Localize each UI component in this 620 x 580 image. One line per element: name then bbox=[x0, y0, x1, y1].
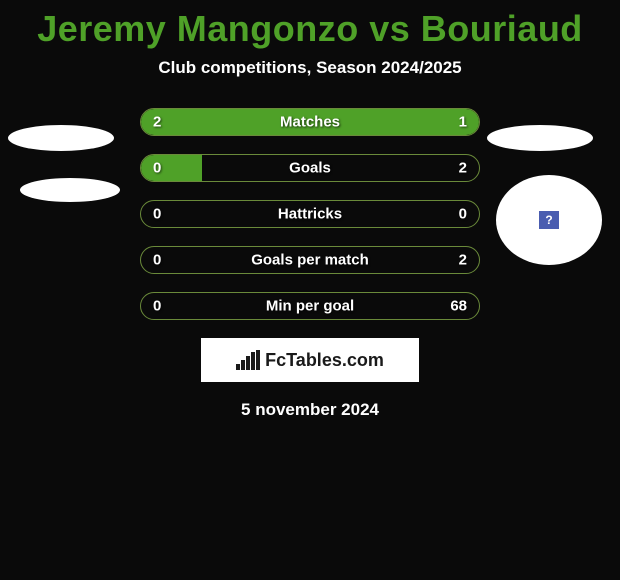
stat-left-value: 0 bbox=[153, 298, 161, 315]
stat-label: Min per goal bbox=[266, 298, 354, 315]
team-badge-icon: ? bbox=[539, 211, 559, 229]
stat-row-matches: 2 Matches 1 bbox=[140, 108, 480, 136]
stats-container: 2 Matches 1 0 Goals 2 0 Hattricks 0 0 Go… bbox=[140, 108, 480, 320]
stat-row-hattricks: 0 Hattricks 0 bbox=[140, 200, 480, 228]
player-left-avatar-bottom bbox=[20, 178, 120, 202]
stat-label: Matches bbox=[280, 114, 340, 131]
date-text: 5 november 2024 bbox=[0, 400, 620, 420]
stat-fill bbox=[141, 155, 202, 181]
stat-row-goals-per-match: 0 Goals per match 2 bbox=[140, 246, 480, 274]
comparison-subtitle: Club competitions, Season 2024/2025 bbox=[0, 58, 620, 78]
stat-row-goals: 0 Goals 2 bbox=[140, 154, 480, 182]
player-right-avatar-top bbox=[487, 125, 593, 151]
stat-label: Goals bbox=[289, 160, 331, 177]
player-left-avatar-top bbox=[8, 125, 114, 151]
stat-left-value: 2 bbox=[153, 114, 161, 131]
stat-row-min-per-goal: 0 Min per goal 68 bbox=[140, 292, 480, 320]
stat-right-value: 2 bbox=[459, 160, 467, 177]
stat-left-value: 0 bbox=[153, 206, 161, 223]
stat-label: Goals per match bbox=[251, 252, 369, 269]
stat-label: Hattricks bbox=[278, 206, 342, 223]
stat-right-value: 2 bbox=[459, 252, 467, 269]
stat-right-value: 1 bbox=[459, 114, 467, 131]
stat-right-value: 68 bbox=[450, 298, 467, 315]
logo-text: FcTables.com bbox=[265, 350, 384, 371]
logo-box: FcTables.com bbox=[201, 338, 419, 382]
player-right-badge-circle: ? bbox=[496, 175, 602, 265]
stat-left-value: 0 bbox=[153, 252, 161, 269]
comparison-title: Jeremy Mangonzo vs Bouriaud bbox=[0, 0, 620, 58]
stat-right-value: 0 bbox=[459, 206, 467, 223]
logo-chart-icon bbox=[236, 350, 260, 370]
stat-left-value: 0 bbox=[153, 160, 161, 177]
